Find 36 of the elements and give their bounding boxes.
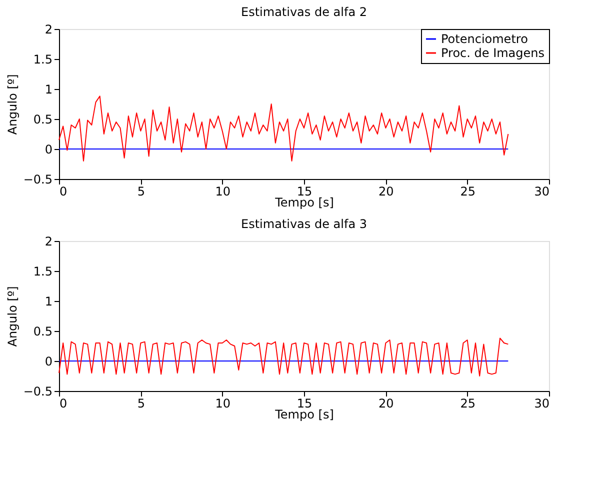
y-tick-label: 0.5 <box>33 324 52 338</box>
x-tick-label: 20 <box>378 396 394 410</box>
x-tick-label: 5 <box>137 396 145 410</box>
line-series <box>58 338 509 376</box>
x-axis-title: Tempo [s] <box>274 196 334 210</box>
y-tick-label: 1 <box>44 294 52 308</box>
y-axis-title: Angulo [º] <box>5 74 20 135</box>
legend-label: Potenciometro <box>441 32 528 46</box>
y-tick-label: 0.5 <box>33 112 52 126</box>
x-tick-label: 10 <box>215 396 230 410</box>
x-axis-title: Tempo [s] <box>274 408 334 422</box>
y-tick-label: 2 <box>44 22 52 36</box>
y-tick-label: 2 <box>44 234 52 248</box>
y-tick-label: 1 <box>44 82 52 96</box>
x-tick-label: 5 <box>137 184 145 198</box>
x-tick-label: 10 <box>215 184 230 198</box>
line-series <box>58 96 509 162</box>
y-tick-label: 0 <box>44 354 52 368</box>
x-tick-label: 15 <box>296 396 312 410</box>
x-tick-label: 30 <box>534 184 550 198</box>
x-tick-label: 30 <box>534 396 550 410</box>
chart-title: Estimativas de alfa 3 <box>240 217 368 231</box>
y-axis-title: Angulo [º] <box>5 286 20 347</box>
y-tick-label: 1.5 <box>33 52 52 66</box>
x-tick-label: 0 <box>60 396 68 410</box>
x-tick-label: 0 <box>60 184 68 198</box>
x-tick-label: 20 <box>378 184 394 198</box>
chart-title: Estimativas de alfa 2 <box>240 5 368 19</box>
y-tick-label: 0 <box>44 142 52 156</box>
y-tick-label: −0.5 <box>23 172 52 186</box>
legend-label: Proc. de Imagens <box>441 46 545 60</box>
x-tick-label: 15 <box>296 184 312 198</box>
x-tick-label: 25 <box>460 396 476 410</box>
y-tick-label: −0.5 <box>23 384 52 398</box>
y-tick-label: 1.5 <box>33 264 52 278</box>
x-tick-label: 25 <box>460 184 476 198</box>
